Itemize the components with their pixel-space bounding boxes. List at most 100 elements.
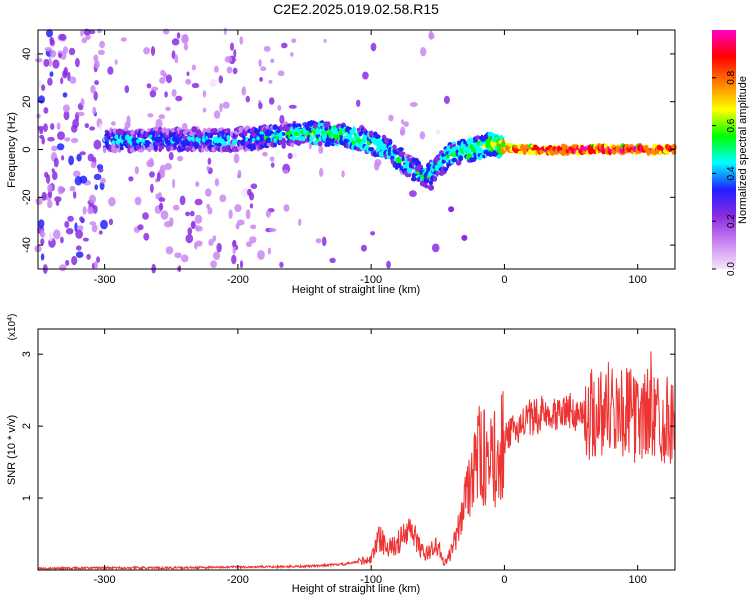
spectrogram-ridge-cell (482, 144, 487, 148)
spectrogram-noise-cell (89, 126, 96, 131)
spectrogram-noise-cell (315, 238, 322, 244)
spectrogram-noise-cell (60, 77, 64, 85)
spectrogram-noise-cell (386, 260, 391, 269)
spectrogram-noise-cell (68, 47, 76, 56)
spectrogram-ridge-cell (259, 134, 266, 141)
spectrogram-noise-cell (151, 86, 159, 92)
spectrogram-noise-cell (92, 106, 97, 115)
spectrogram-noise-cell (75, 57, 80, 68)
spectrogram-noise-cell (233, 49, 237, 58)
spectrogram-noise-cell (79, 175, 88, 184)
spectrogram-noise-cell (149, 171, 155, 178)
snr-series-line (37, 351, 676, 572)
spectrogram-noise-cell (96, 28, 103, 34)
spectrogram-noise-cell (146, 159, 155, 168)
colorbar-tick-label: 0.4 (726, 166, 737, 180)
snr-x-tick-label: -300 (94, 574, 116, 586)
spectrogram-ridge-cell (396, 162, 402, 169)
spectrogram-ridge-cell (458, 155, 464, 162)
spectrogram-noise-cell (60, 236, 64, 244)
spectrogram-noise-cell (120, 37, 127, 42)
spectrogram-noise-cell (76, 153, 82, 162)
spectrogram-noise-cell (241, 187, 250, 198)
spectrogram-noise-cell (75, 245, 82, 251)
spectrogram-ridge-cell (392, 144, 397, 150)
spectrogram-noise-cell (435, 129, 441, 135)
spectrogram-noise-cell (99, 181, 105, 191)
spectrogram-ridge-cell (433, 175, 438, 182)
spectrogram-noise-cell (53, 157, 59, 168)
spectrogram-noise-cell (291, 151, 298, 159)
snr-y-ticks: 1 2 3 (21, 351, 675, 501)
spectrogram-noise-cell (219, 103, 223, 113)
spectrogram-noise-cell (48, 231, 53, 242)
spectrogram-ridge-cell (520, 143, 525, 150)
spectrogram-noise-cell (268, 79, 273, 84)
spectrogram-ridge-cell (130, 129, 135, 136)
spectrogram-ridge-cell (187, 135, 193, 142)
spectrogram-noise-cell (150, 183, 154, 193)
spectrogram-noise-cell (171, 88, 177, 97)
spectrogram-noise-cell (249, 236, 257, 244)
spectrogram-noise-cell (47, 184, 53, 193)
spectrogram-ridge-cell (299, 136, 306, 142)
spectrogram-noise-cell (162, 28, 170, 35)
spectrogram-noise-cell (41, 191, 47, 201)
spectrogram-ridge-cell (166, 139, 172, 146)
spectrogram-ridge-cell (280, 130, 284, 137)
spectrogram-noise-cell (175, 95, 183, 102)
spectrogram-ridge-cell (485, 138, 492, 144)
spectrogram-noise-cell (232, 239, 237, 247)
spectrogram-noise-cell (269, 156, 275, 162)
spectrogram-noise-cell (191, 64, 196, 71)
spectrogram-x-tick-label: -200 (227, 274, 249, 286)
spectrogram-ridge-cell (157, 126, 163, 132)
spectrogram-noise-cell (100, 219, 108, 230)
spectrogram-branch-cell (428, 184, 435, 191)
spectrogram-noise-cell (202, 107, 207, 113)
spectrogram-noise-cell (146, 83, 152, 89)
spectrogram-noise-cell (168, 152, 174, 161)
spectrogram-noise-cell (165, 246, 174, 255)
spectrogram-noise-cell (52, 171, 58, 181)
spectrogram-ridge-cell (225, 132, 231, 137)
spectrogram-noise-cell (187, 227, 193, 236)
spectrogram-ridge-cell (507, 142, 512, 147)
spectrogram-noise-cell (374, 159, 382, 167)
spectrogram-ridge-cell (406, 167, 413, 174)
spectrogram-noise-cell (231, 254, 237, 265)
spectrogram-ridge-cell (286, 126, 290, 133)
spectrogram-noise-cell (249, 203, 254, 209)
spectrogram-noise-cell (97, 167, 104, 173)
spectrogram-noise-cell (67, 215, 74, 222)
spectrogram-noise-cell (159, 202, 164, 211)
snr-y-tick-label: 1 (21, 495, 33, 501)
spectrogram-noise-cell (47, 136, 55, 142)
spectrogram-noise-cell (76, 225, 84, 232)
spectrogram-ridge-cell (517, 150, 524, 155)
spectrogram-noise-cell (75, 229, 83, 239)
spectrogram-ridge-cell (315, 128, 321, 135)
spectrogram-noise-cell (62, 92, 68, 98)
spectrogram-noise-cell (43, 123, 48, 132)
spectrogram-noise-cell (190, 221, 196, 230)
spectrogram-noise-cell (228, 209, 233, 219)
spectrogram-noise-cell (80, 98, 85, 106)
spectrogram-noise-cell (179, 195, 186, 206)
spectrogram-noise-cell (61, 155, 65, 161)
spectrogram-noise-cell (180, 254, 189, 263)
spectrogram-noise-cell (237, 169, 242, 179)
spectrogram-noise-cell (108, 197, 116, 207)
spectrogram-noise-cell (75, 251, 84, 258)
spectrogram-noise-cell (47, 199, 53, 209)
spectrogram-noise-cell (65, 259, 70, 266)
spectrogram-noise-cell (176, 32, 181, 39)
spectrogram-noise-cell (128, 176, 134, 182)
spectrogram-noise-cell (202, 90, 207, 98)
spectrogram-noise-cell (277, 70, 285, 77)
spectrogram-noise-cell (49, 49, 57, 58)
spectrogram-noise-cell (420, 47, 427, 57)
spectrogram-noise-cell (174, 54, 179, 64)
spectrogram-ridge-cell (451, 157, 458, 163)
